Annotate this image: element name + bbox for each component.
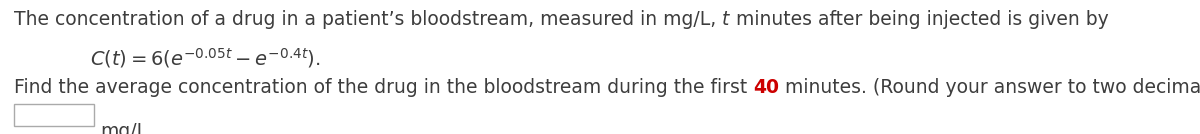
Text: Find the average concentration of the drug in the bloodstream during the first: Find the average concentration of the dr… [14, 78, 754, 97]
Text: The concentration of a drug in a patient’s bloodstream, measured in mg/L,: The concentration of a drug in a patient… [14, 10, 722, 29]
Text: minutes after being injected is given by: minutes after being injected is given by [730, 10, 1109, 29]
Text: 40: 40 [754, 78, 779, 97]
Text: $\mathit{C}(\mathit{t}) = 6(\mathit{e}^{-0.05\mathit{t}} - \mathit{e}^{-0.4\math: $\mathit{C}(\mathit{t}) = 6(\mathit{e}^{… [90, 46, 320, 70]
Text: minutes. (Round your answer to two decimal places.): minutes. (Round your answer to two decim… [779, 78, 1200, 97]
Text: t: t [722, 10, 730, 29]
Text: mg/L: mg/L [100, 122, 148, 134]
